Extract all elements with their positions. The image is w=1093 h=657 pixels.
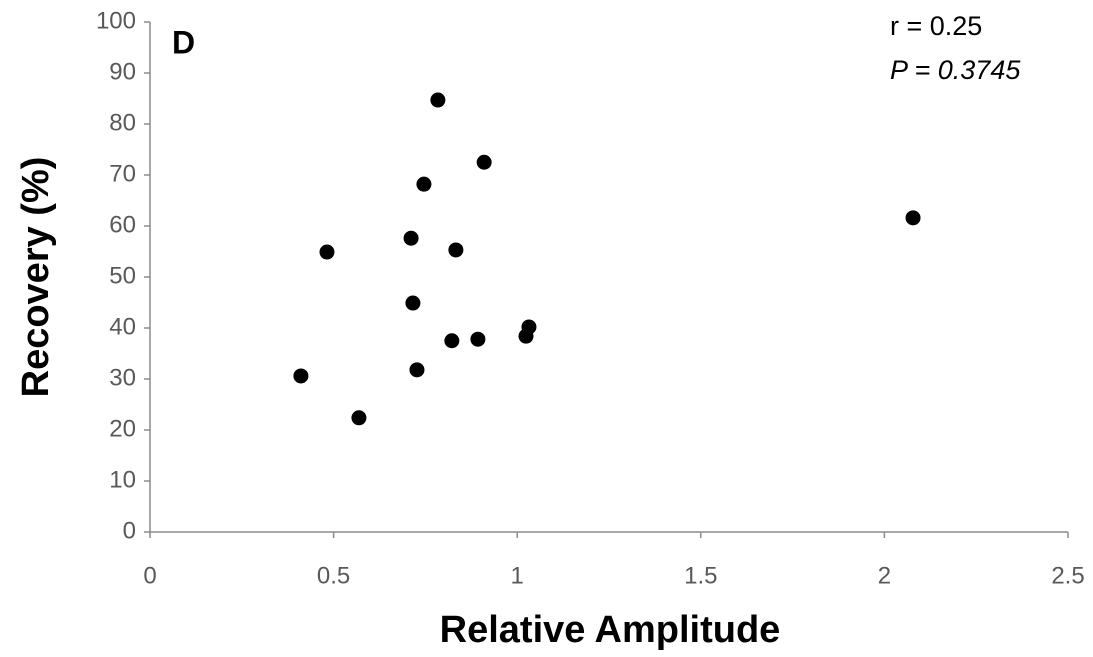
y-tick-label: 10 (109, 466, 136, 493)
x-tick-label: 0.5 (317, 562, 350, 589)
data-point (409, 362, 425, 378)
data-point (405, 295, 421, 311)
data-point (476, 154, 492, 170)
y-tick-label: 60 (109, 211, 136, 238)
data-point (416, 176, 432, 192)
x-tick-label: 2.5 (1051, 562, 1084, 589)
data-point (518, 328, 534, 344)
x-tick-label: 1.5 (684, 562, 717, 589)
annotation: P = 0.3745 (890, 55, 1021, 85)
x-axis-label: Relative Amplitude (440, 609, 781, 651)
data-point (293, 368, 309, 384)
data-point (448, 242, 464, 258)
data-point (351, 410, 367, 426)
y-tick-label: 0 (123, 517, 136, 544)
x-tick-label: 0 (143, 562, 156, 589)
x-tick-label: 2 (878, 562, 891, 589)
y-tick-label: 50 (109, 262, 136, 289)
y-tick-label: 20 (109, 415, 136, 442)
y-tick-label: 70 (109, 160, 136, 187)
panel-label: D (172, 24, 195, 60)
data-point (319, 244, 335, 260)
data-point (444, 333, 460, 349)
data-point (430, 92, 446, 108)
x-tick-label: 1 (511, 562, 524, 589)
y-tick-label: 100 (96, 7, 136, 34)
y-tick-label: 90 (109, 58, 136, 85)
y-tick-label: 30 (109, 364, 136, 391)
annotation: r = 0.25 (890, 11, 982, 41)
y-tick-label: 80 (109, 109, 136, 136)
data-point (470, 331, 486, 347)
y-tick-label: 40 (109, 313, 136, 340)
data-point (403, 230, 419, 246)
data-point (905, 210, 921, 226)
y-axis-label: Recovery (%) (15, 157, 57, 398)
